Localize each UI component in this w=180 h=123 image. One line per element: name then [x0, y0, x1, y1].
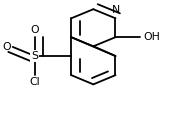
- Text: N: N: [112, 5, 121, 15]
- Text: OH: OH: [144, 32, 161, 42]
- Text: S: S: [31, 51, 38, 61]
- Text: Cl: Cl: [30, 77, 40, 87]
- Text: O: O: [3, 42, 11, 52]
- Text: O: O: [31, 25, 39, 35]
